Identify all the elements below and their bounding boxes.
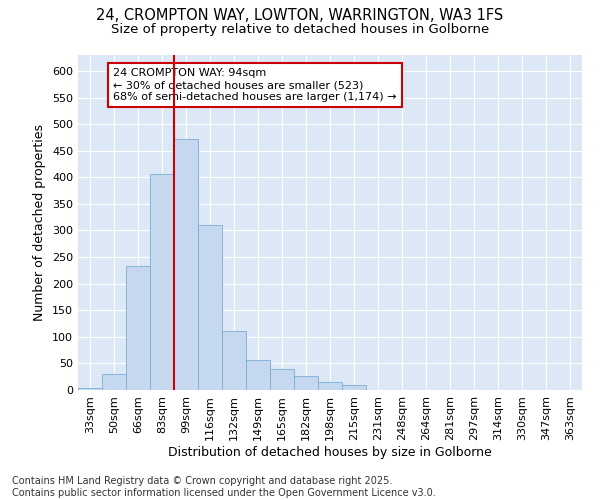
Bar [78, 388, 102, 390]
Text: 24 CROMPTON WAY: 94sqm
← 30% of detached houses are smaller (523)
68% of semi-de: 24 CROMPTON WAY: 94sqm ← 30% of detached… [113, 68, 397, 102]
Bar [294, 376, 318, 390]
Bar [246, 360, 270, 390]
Bar [270, 368, 294, 390]
Bar [150, 174, 174, 390]
Text: Contains HM Land Registry data © Crown copyright and database right 2025.
Contai: Contains HM Land Registry data © Crown c… [12, 476, 436, 498]
Text: 24, CROMPTON WAY, LOWTON, WARRINGTON, WA3 1FS: 24, CROMPTON WAY, LOWTON, WARRINGTON, WA… [97, 8, 503, 22]
Bar [174, 139, 198, 390]
Bar [198, 224, 222, 390]
Bar [318, 382, 342, 390]
Bar [126, 266, 150, 390]
X-axis label: Distribution of detached houses by size in Golborne: Distribution of detached houses by size … [168, 446, 492, 458]
Bar [222, 331, 246, 390]
Y-axis label: Number of detached properties: Number of detached properties [34, 124, 46, 321]
Bar [342, 384, 366, 390]
Text: Size of property relative to detached houses in Golborne: Size of property relative to detached ho… [111, 22, 489, 36]
Bar [102, 374, 126, 390]
